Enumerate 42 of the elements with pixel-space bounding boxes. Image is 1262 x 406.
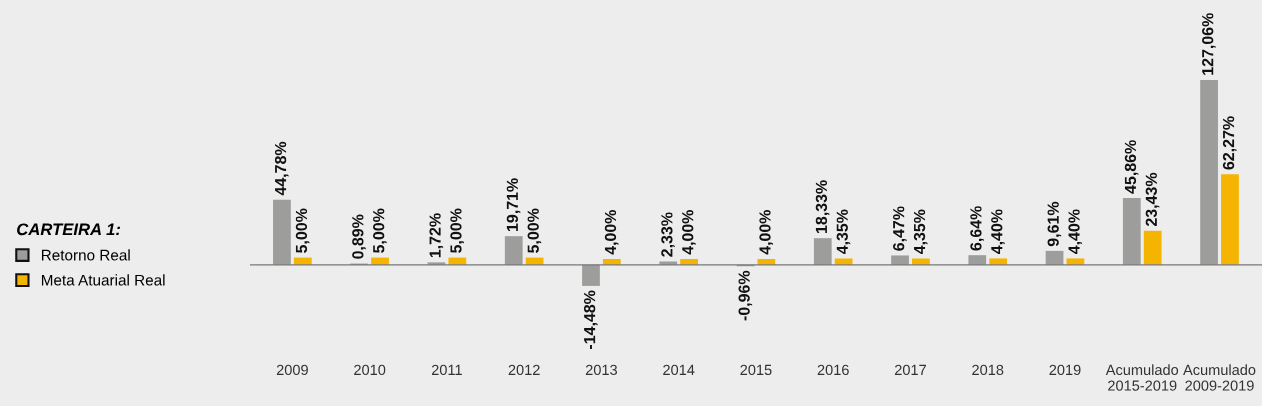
x-tick-label: 2011 [431,364,462,376]
x-tick-label: 2009 [276,364,308,376]
x-tick-label: 2015 [740,364,772,376]
x-tick-label: 2016 [817,364,849,376]
x-tick-label: 2012 [508,364,540,376]
data-label: 0,89% [352,214,366,259]
data-label: 23,43% [1145,172,1160,227]
data-label: 5,00% [527,208,542,253]
legend-label: Meta Atuarial Real [41,274,165,286]
data-label: 4,40% [991,209,1005,255]
data-label: -14,48% [583,290,598,349]
x-tick-label: 2017 [894,364,926,376]
data-label: 9,61% [1047,201,1062,247]
data-label: 5,00% [450,208,464,253]
data-label: 4,40% [1068,209,1083,255]
data-label: 4,35% [836,209,851,255]
x-tick-label: Acumulado 2009-2019 [1183,364,1256,391]
data-label: 4,00% [604,209,619,255]
data-label: -0,96% [738,270,753,321]
data-label: 5,00% [373,208,387,253]
data-label: 2,33% [661,212,675,257]
data-label: 62,27% [1222,116,1237,170]
data-label: 6,64% [970,206,984,251]
legend-label: Retorno Real [41,249,130,261]
x-tick-label: 2018 [972,364,1004,376]
data-label: 4,00% [759,209,773,255]
data-label: 4,00% [682,209,696,255]
data-label: 127,06% [1202,13,1216,75]
x-tick-label: 2014 [663,364,695,376]
legend-title: CARTEIRA 1: [17,223,121,236]
x-tick-label: 2010 [354,364,386,376]
data-label: 19,71% [506,178,521,231]
x-tick-label: Acumulado 2015-2019 [1105,364,1179,391]
data-label: 4,35% [913,209,928,255]
x-tick-label: 2019 [1049,364,1081,376]
data-label: 6,47% [893,206,907,251]
data-label: 45,86% [1124,140,1139,194]
data-label: 1,72% [429,213,444,258]
data-label: 5,00% [295,208,310,253]
data-label: 44,78% [274,141,289,196]
x-tick-label: 2013 [585,364,617,376]
data-label: 18,33% [815,180,830,233]
